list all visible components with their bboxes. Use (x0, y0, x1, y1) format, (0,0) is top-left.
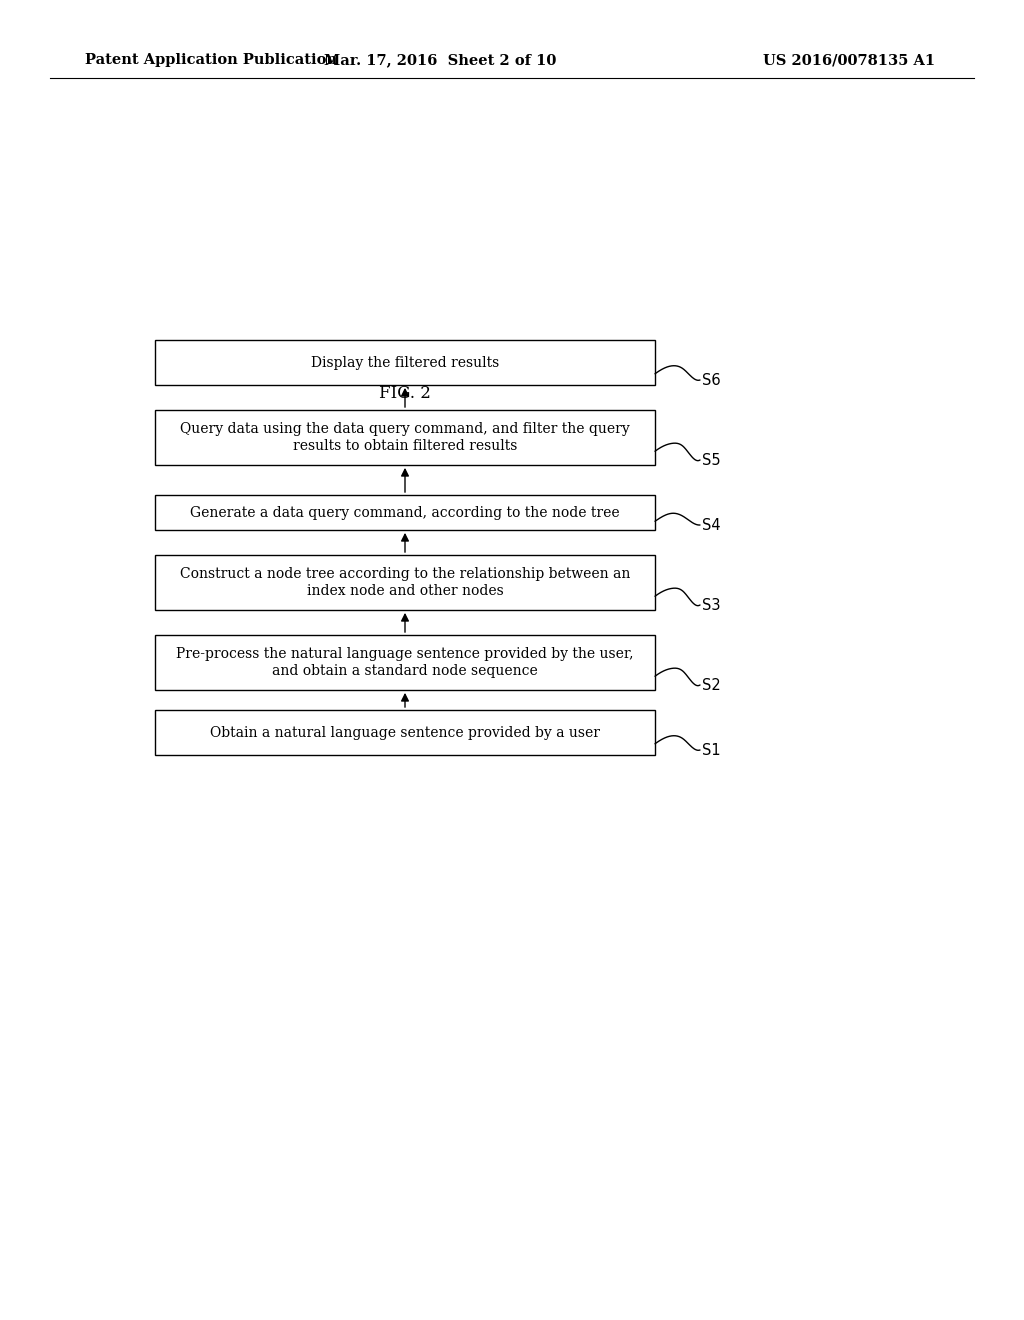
Bar (155, 635, 655, 690)
Text: S1: S1 (702, 743, 721, 758)
Text: Construct a node tree according to the relationship between an: Construct a node tree according to the r… (180, 566, 630, 581)
Bar (155, 710, 655, 755)
Text: results to obtain filtered results: results to obtain filtered results (293, 440, 517, 453)
Text: Obtain a natural language sentence provided by a user: Obtain a natural language sentence provi… (210, 726, 600, 739)
Text: S6: S6 (702, 374, 721, 388)
Text: Patent Application Publication: Patent Application Publication (85, 53, 337, 67)
Text: Query data using the data query command, and filter the query: Query data using the data query command,… (180, 422, 630, 436)
Text: Generate a data query command, according to the node tree: Generate a data query command, according… (190, 506, 620, 520)
Bar (155, 411, 655, 465)
Bar (155, 495, 655, 531)
Text: S5: S5 (702, 453, 721, 469)
Text: Pre-process the natural language sentence provided by the user,: Pre-process the natural language sentenc… (176, 647, 634, 661)
Text: Display the filtered results: Display the filtered results (311, 355, 499, 370)
Bar (155, 554, 655, 610)
Text: S3: S3 (702, 598, 721, 612)
Text: and obtain a standard node sequence: and obtain a standard node sequence (272, 664, 538, 678)
Text: S4: S4 (702, 517, 721, 533)
Text: Mar. 17, 2016  Sheet 2 of 10: Mar. 17, 2016 Sheet 2 of 10 (324, 53, 556, 67)
Bar (155, 341, 655, 385)
Text: S2: S2 (702, 678, 721, 693)
Text: FIG. 2: FIG. 2 (379, 385, 431, 403)
Text: US 2016/0078135 A1: US 2016/0078135 A1 (763, 53, 935, 67)
Text: index node and other nodes: index node and other nodes (306, 585, 504, 598)
